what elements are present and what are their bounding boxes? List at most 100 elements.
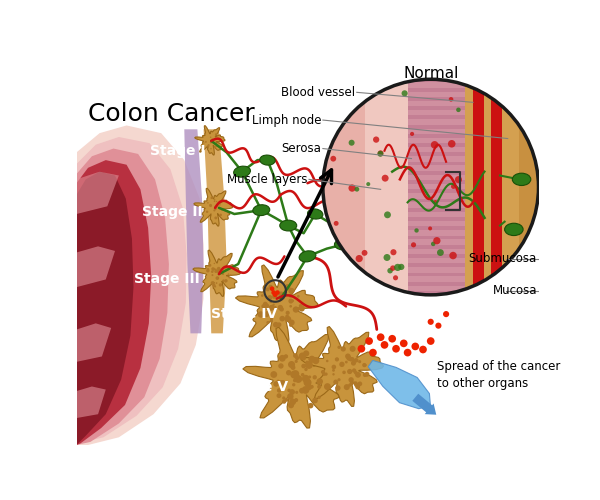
Circle shape [286, 370, 292, 376]
Polygon shape [77, 324, 111, 362]
Bar [407, 162, 466, 166]
Circle shape [215, 276, 219, 280]
Circle shape [449, 97, 454, 102]
Circle shape [377, 150, 383, 156]
Circle shape [431, 141, 439, 148]
Circle shape [224, 279, 227, 282]
Bar [407, 190, 466, 193]
Circle shape [384, 212, 391, 218]
Circle shape [401, 90, 407, 96]
Circle shape [355, 384, 360, 390]
Circle shape [285, 398, 289, 402]
Circle shape [219, 283, 222, 286]
Circle shape [289, 298, 293, 304]
Circle shape [286, 310, 290, 315]
Circle shape [325, 372, 328, 376]
Circle shape [393, 275, 398, 280]
Circle shape [285, 284, 290, 290]
Circle shape [308, 376, 311, 378]
Circle shape [270, 317, 273, 320]
Circle shape [362, 363, 367, 367]
Polygon shape [368, 360, 430, 408]
Polygon shape [77, 126, 203, 445]
Circle shape [289, 389, 295, 395]
Circle shape [427, 337, 434, 345]
Circle shape [277, 388, 281, 392]
Bar [407, 217, 466, 221]
Circle shape [310, 385, 314, 388]
Polygon shape [194, 126, 225, 155]
Circle shape [273, 292, 277, 297]
Circle shape [214, 216, 217, 220]
Circle shape [206, 269, 209, 272]
Circle shape [348, 384, 352, 387]
Circle shape [297, 295, 299, 298]
Circle shape [269, 306, 274, 311]
Polygon shape [301, 326, 383, 406]
Circle shape [210, 142, 212, 144]
Circle shape [229, 276, 230, 278]
Circle shape [273, 322, 278, 328]
Circle shape [277, 380, 280, 384]
Circle shape [208, 147, 209, 148]
Bar [407, 226, 466, 230]
Circle shape [456, 108, 461, 112]
Circle shape [348, 370, 351, 373]
Circle shape [433, 200, 437, 204]
Circle shape [214, 207, 217, 210]
Circle shape [380, 341, 388, 349]
Circle shape [221, 272, 224, 275]
Circle shape [354, 382, 359, 387]
Circle shape [210, 148, 212, 150]
Circle shape [354, 371, 358, 374]
Circle shape [436, 322, 442, 328]
Circle shape [278, 305, 283, 310]
Circle shape [355, 372, 361, 378]
Circle shape [353, 382, 356, 384]
Text: Stage V: Stage V [227, 380, 288, 394]
Circle shape [282, 396, 286, 400]
Circle shape [293, 353, 298, 358]
Circle shape [285, 316, 291, 322]
Circle shape [215, 134, 217, 136]
Circle shape [212, 268, 215, 271]
Text: Mucosa: Mucosa [493, 284, 537, 298]
Circle shape [289, 320, 295, 326]
Circle shape [211, 270, 214, 273]
Circle shape [334, 221, 338, 226]
Circle shape [333, 380, 338, 384]
Circle shape [326, 360, 329, 362]
Circle shape [335, 357, 339, 362]
Circle shape [301, 364, 306, 368]
Circle shape [448, 140, 455, 147]
Circle shape [305, 360, 308, 364]
Circle shape [279, 355, 286, 362]
Circle shape [286, 284, 289, 288]
Circle shape [295, 375, 301, 382]
Circle shape [301, 307, 304, 310]
Circle shape [269, 305, 275, 310]
Bar [407, 124, 466, 128]
Polygon shape [193, 250, 241, 296]
Circle shape [400, 340, 407, 347]
Circle shape [332, 369, 335, 372]
Circle shape [404, 349, 412, 356]
Circle shape [352, 358, 355, 362]
Circle shape [302, 386, 310, 394]
Circle shape [270, 286, 274, 291]
Circle shape [272, 292, 278, 298]
Polygon shape [184, 130, 203, 334]
Circle shape [261, 294, 263, 297]
Circle shape [212, 197, 214, 198]
Circle shape [214, 146, 216, 148]
Circle shape [212, 138, 213, 140]
Circle shape [271, 371, 277, 378]
Text: Muscle layers: Muscle layers [227, 173, 308, 186]
Circle shape [305, 361, 313, 369]
Circle shape [208, 144, 209, 146]
Circle shape [449, 252, 457, 260]
Circle shape [321, 370, 325, 374]
Text: Stage I: Stage I [149, 144, 205, 158]
Bar [473, 79, 484, 295]
Circle shape [262, 304, 266, 308]
